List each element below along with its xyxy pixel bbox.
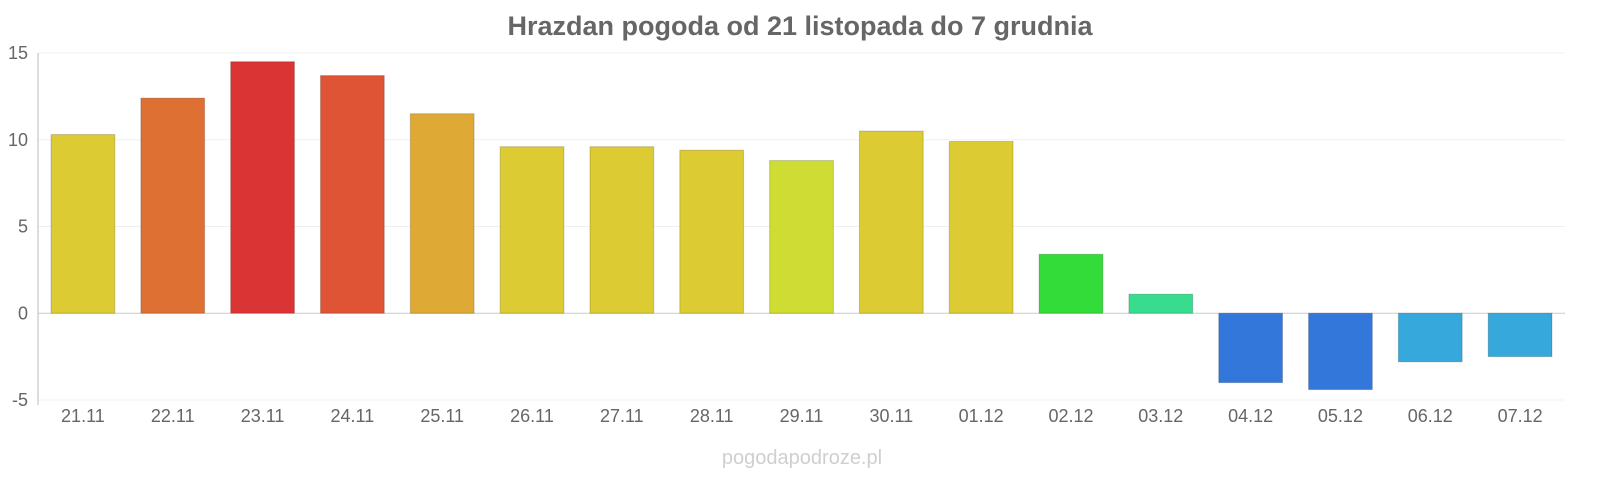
- bar-05.12: [1308, 312, 1373, 391]
- x-tick-label: 29.11: [780, 406, 824, 426]
- x-tick-label: 06.12: [1408, 406, 1453, 426]
- bar-07.12: [1487, 312, 1553, 358]
- x-tick-label: 05.12: [1318, 406, 1363, 426]
- x-tick-label: 27.11: [600, 406, 644, 426]
- bar-04.12: [1218, 312, 1284, 384]
- y-tick-label: 15: [8, 43, 28, 63]
- x-tick-label: 01.12: [959, 406, 1004, 426]
- x-axis-ticks: 21.11 22.11 23.11 24.11 25.11 26.11 27.11 28.11…: [61, 406, 1543, 426]
- bars: [50, 61, 1553, 391]
- y-tick-label: 5: [18, 217, 28, 237]
- bar-30.11: [858, 130, 924, 314]
- x-tick-label: 04.12: [1228, 406, 1273, 426]
- bar-25.11: [409, 113, 475, 314]
- x-tick-label: 25.11: [420, 406, 464, 426]
- x-tick-label: 03.12: [1138, 406, 1183, 426]
- y-tick-label: -5: [12, 390, 28, 410]
- x-tick-label: 21.11: [61, 406, 105, 426]
- bar-29.11: [769, 160, 834, 314]
- x-tick-label: 02.12: [1048, 406, 1093, 426]
- bar-03.12: [1128, 293, 1194, 314]
- bar-22.11: [140, 97, 206, 314]
- chart-title: Hrazdan pogoda od 21 listopada do 7 grud…: [507, 11, 1093, 41]
- y-tick-label: 0: [18, 303, 28, 323]
- x-tick-label: 23.11: [241, 406, 285, 426]
- bar-27.11: [589, 146, 655, 314]
- watermark: pogodapodroze.pl: [722, 447, 882, 469]
- x-tick-label: 28.11: [690, 406, 734, 426]
- x-tick-label: 24.11: [331, 406, 375, 426]
- bar-23.11: [230, 61, 295, 314]
- y-axis-ticks: 15 10 5 0 -5: [8, 43, 28, 410]
- x-tick-label: 22.11: [151, 406, 195, 426]
- bar-24.11: [319, 75, 385, 314]
- bar-21.11: [50, 134, 116, 314]
- x-tick-label: 30.11: [869, 406, 913, 426]
- bar-06.12: [1397, 312, 1463, 363]
- bar-02.12: [1038, 253, 1104, 314]
- bar-28.11: [679, 149, 745, 314]
- x-tick-label: 26.11: [510, 406, 554, 426]
- bar-01.12: [948, 140, 1014, 314]
- y-tick-label: 10: [8, 130, 28, 150]
- bar-26.11: [499, 146, 565, 314]
- x-tick-label: 07.12: [1498, 406, 1543, 426]
